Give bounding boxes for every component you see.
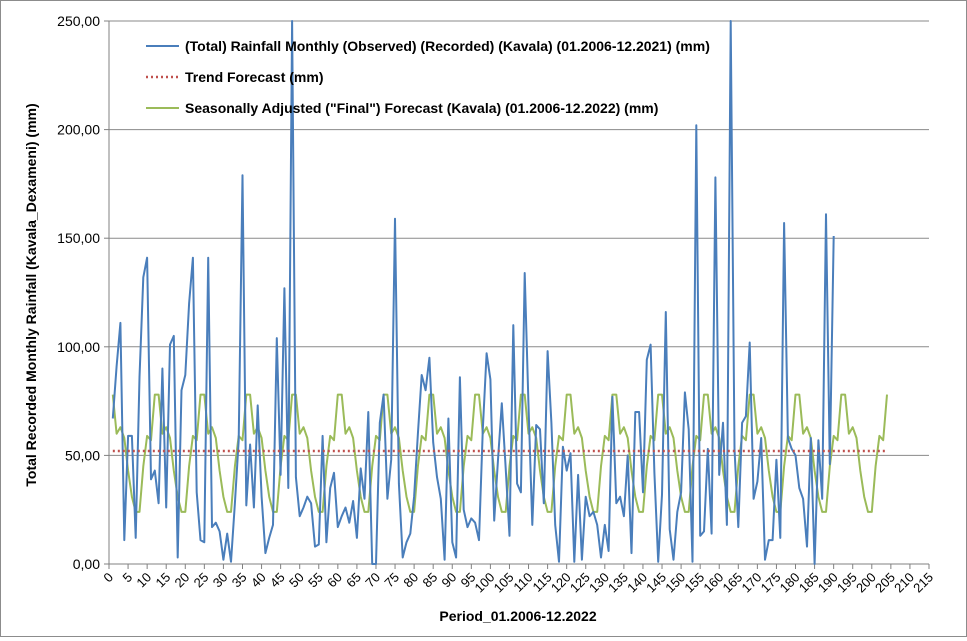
y-tick-label-3: 150,00 [57, 230, 100, 246]
x-tick-label-7: 35 [229, 570, 250, 591]
x-tick-label-10: 50 [286, 570, 307, 591]
legend-label-observed: (Total) Rainfall Monthly (Observed) (Rec… [185, 38, 710, 54]
x-tick-label-4: 20 [172, 570, 193, 591]
legend: (Total) Rainfall Monthly (Observed) (Rec… [146, 38, 710, 116]
series-line-observed-rainfall [111, 20, 835, 565]
x-tick-label-3: 15 [152, 570, 173, 591]
x-tick-label-6: 30 [210, 570, 231, 591]
x-tick-label-2: 10 [133, 570, 154, 591]
x-tick-label-13: 65 [343, 570, 364, 591]
x-tick-label-12: 60 [324, 570, 345, 591]
y-tick-label-2: 100,00 [57, 339, 100, 355]
x-tick-label-17: 85 [419, 570, 440, 591]
y-tick-label-4: 200,00 [57, 122, 100, 138]
y-tick-label-5: 250,00 [57, 13, 100, 29]
x-tick-label-16: 80 [400, 570, 421, 591]
x-tick-label-14: 70 [362, 570, 383, 591]
y-tick-label-0: 0,00 [73, 556, 100, 572]
x-tick-label-1: 5 [119, 570, 135, 586]
x-tick-label-9: 45 [267, 570, 288, 591]
y-axis-title: Total Recorded Monthly Rainfall (Kavala_… [23, 103, 39, 486]
x-tick-label-43: 215 [910, 570, 936, 596]
axes [104, 20, 930, 569]
series-line-seasonal-forecast [111, 393, 888, 513]
x-axis-title: Period_01.2006-12.2022 [439, 608, 596, 624]
data-series [111, 20, 888, 565]
x-tick-label-8: 40 [248, 570, 269, 591]
x-tick-label-11: 55 [305, 570, 326, 591]
y-tick-label-1: 50,00 [65, 447, 100, 463]
x-tick-label-18: 90 [439, 570, 460, 591]
legend-label-seasonal: Seasonally Adjusted ("Final") Forecast (… [185, 100, 658, 116]
gridlines [109, 20, 929, 456]
x-tick-label-5: 25 [191, 570, 212, 591]
legend-label-trend: Trend Forecast (mm) [185, 69, 323, 85]
x-tick-label-15: 75 [381, 570, 402, 591]
x-tick-label-0: 0 [100, 570, 116, 586]
